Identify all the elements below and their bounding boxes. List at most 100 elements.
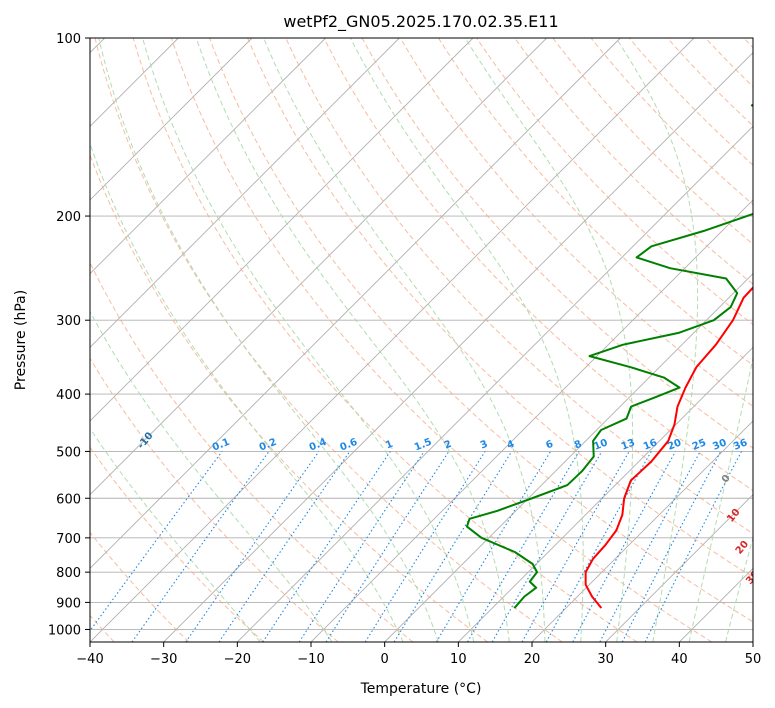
y-axis-ticks: 100 200 300 400 500 600 700 800 900 1000 (48, 32, 90, 638)
dry-adiabat-line (361, 38, 753, 449)
isotherm-line (458, 346, 753, 642)
mixing-ratio-line (435, 451, 552, 642)
moist-adiabat-line (98, 38, 439, 642)
pressure-gridlines (90, 38, 753, 630)
chart-title: wetPf2_GN05.2025.170.02.35.E11 (283, 12, 558, 32)
mixing-ratio-line (364, 451, 486, 642)
x-tick-label: −20 (224, 652, 251, 667)
x-tick-label: 20 (524, 652, 541, 667)
mixing-ratio-line (393, 451, 513, 642)
temperature-line (584, 286, 753, 609)
x-tick-label: 40 (671, 652, 688, 667)
dry-adiabat-line (247, 38, 753, 578)
moist-adiabat-line (263, 38, 546, 642)
plot-frame (89, 37, 754, 643)
mixing-ratio-label: 13 (620, 437, 637, 452)
y-tick-label: 800 (56, 566, 81, 581)
isotherm-line (90, 38, 253, 201)
y-tick-label: 400 (56, 388, 81, 403)
x-tick-label: 30 (597, 652, 614, 667)
x-tick-label: 0 (381, 652, 389, 667)
isotherm-line (90, 38, 695, 642)
x-tick-label: −40 (76, 652, 103, 667)
x-tick-label: 50 (745, 652, 762, 667)
moist-adiabat-line (464, 38, 634, 642)
mixing-ratio-line (467, 451, 580, 642)
mixing-ratio-line (521, 451, 630, 642)
dry-adiabat-line (90, 531, 190, 642)
isotherm-line (605, 494, 753, 642)
moist-adiabat-line (142, 38, 475, 642)
dry-adiabat-lines (90, 38, 753, 642)
mixing-ratio-label: 36 (732, 437, 749, 452)
dry-adiabat-line (90, 261, 414, 642)
y-tick-label: 300 (56, 314, 81, 329)
dry-adiabat-line (209, 38, 753, 623)
mixing-ratio-line (491, 451, 603, 642)
dry-adiabat-line (323, 38, 753, 492)
moist-adiabat-line (90, 427, 261, 642)
dewpoint-line (465, 103, 753, 609)
moist-adiabat-lines (90, 38, 753, 642)
mixing-ratio-line (325, 451, 450, 642)
mixing-ratio-line (90, 451, 223, 632)
dry-adiabat-line (399, 38, 753, 408)
y-tick-label: 100 (56, 32, 81, 47)
dry-adiabat-line (476, 38, 753, 326)
isotherm-line (90, 38, 400, 348)
x-axis-ticks: −40 −30 −20 −10 0 10 20 30 40 50 (76, 642, 761, 667)
isotherm-line (384, 273, 753, 642)
mixing-ratio-lines (90, 451, 742, 642)
mixing-ratio-label: 2 (443, 439, 454, 452)
dry-adiabat-line (285, 38, 753, 535)
mixing-ratio-label: 3 (479, 439, 490, 452)
mixing-ratio-label: 25 (691, 437, 708, 452)
mixing-ratio-label: 4 (506, 439, 517, 452)
isotherm-line (237, 125, 753, 642)
moist-adiabat-label: 30 (744, 569, 761, 587)
moist-adiabat-line (688, 355, 753, 642)
mixing-ratio-line (572, 451, 677, 642)
x-tick-label: −30 (150, 652, 177, 667)
mixing-ratio-label: 6 (544, 439, 555, 452)
dry-adiabat-line (90, 153, 488, 642)
mixing-ratio-label: 16 (642, 437, 659, 452)
y-tick-label: 500 (56, 445, 81, 460)
dry-adiabat-line (132, 38, 638, 642)
isotherm-line (90, 38, 621, 569)
y-tick-label: 900 (56, 596, 81, 611)
mixing-ratio-line (218, 451, 351, 642)
isotherm-line (531, 420, 753, 642)
dry-adiabat-line (590, 38, 753, 206)
moist-adiabat-line (195, 38, 510, 642)
isotherm-lines (90, 38, 753, 642)
mixing-ratio-label: 8 (573, 439, 584, 452)
moist-adiabat-line (350, 38, 584, 642)
dry-adiabat-line (170, 38, 712, 642)
mixing-ratio-label: 1 (384, 439, 395, 452)
isotherm-line (90, 38, 326, 275)
x-tick-label: −10 (297, 652, 324, 667)
plot-area: 0.10.20.40.611.52346810131620253036-100-… (90, 38, 761, 642)
mixing-ratio-line (131, 451, 270, 642)
mixing-ratio-line (545, 451, 652, 642)
mixing-ratio-label: 30 (711, 437, 728, 452)
y-tick-label: 1000 (48, 623, 81, 638)
dry-adiabat-line (90, 357, 339, 642)
y-axis-title: Pressure (hPa) (13, 290, 29, 390)
moist-adiabat-line (90, 310, 333, 642)
dry-adiabat-line (552, 38, 753, 245)
moist-adiabat-line (615, 38, 699, 642)
isotherm-line (90, 38, 474, 422)
y-tick-label: 700 (56, 532, 81, 547)
dry-adiabat-line (438, 38, 753, 366)
profile-series (465, 103, 753, 609)
y-tick-label: 200 (56, 210, 81, 225)
moist-adiabat-line (90, 142, 404, 642)
x-axis-title: Temperature (°C) (360, 681, 482, 697)
mixing-ratio-label: 20 (666, 437, 683, 452)
isotherm-line (90, 38, 547, 496)
mixing-ratio-label: 10 (592, 437, 609, 452)
